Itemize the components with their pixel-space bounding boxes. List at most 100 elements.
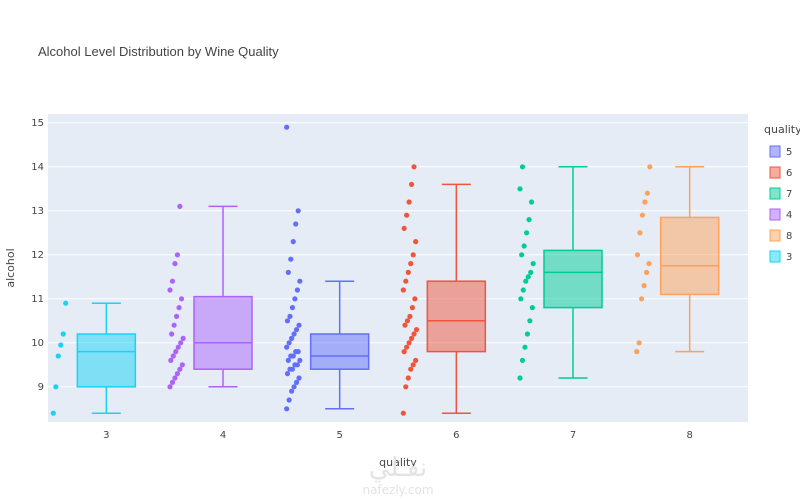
data-point-3-3	[58, 342, 64, 348]
data-point-4-20	[174, 252, 181, 258]
data-point-6-24	[404, 212, 410, 218]
data-point-4-15	[176, 305, 182, 311]
data-point-5-18	[286, 340, 292, 346]
data-point-5-25	[289, 305, 296, 311]
data-point-4-16	[178, 296, 185, 302]
legend-swatch-8	[769, 229, 781, 242]
data-point-3-4	[60, 331, 66, 337]
data-point-5-29	[285, 269, 291, 275]
y-tick-label-10: 10	[31, 338, 44, 349]
box-series	[50, 124, 720, 416]
data-point-6-16	[412, 296, 418, 302]
data-point-6-13	[404, 318, 411, 324]
data-point-5-14	[290, 353, 296, 359]
box-group-5	[284, 124, 370, 412]
data-point-6-23	[401, 225, 407, 231]
data-point-5-3	[291, 384, 297, 390]
legend-item-4[interactable]: 4	[769, 208, 792, 221]
data-point-5-30	[288, 256, 294, 262]
data-point-7-11	[530, 261, 536, 267]
box-6	[426, 280, 487, 353]
x-tick-label-8: 8	[686, 430, 692, 441]
data-point-7-1	[519, 357, 526, 363]
data-point-5-16	[295, 349, 301, 355]
data-point-6-22	[413, 239, 419, 245]
legend[interactable]: 5 6 7 4 8 3	[769, 145, 792, 263]
data-point-7-14	[523, 230, 530, 236]
box-5	[309, 333, 370, 370]
data-point-5-8	[289, 366, 296, 372]
data-point-6-9	[408, 335, 415, 341]
data-point-5-28	[297, 278, 303, 284]
data-point-5-21	[293, 327, 300, 333]
legend-item-3[interactable]: 3	[769, 250, 792, 263]
data-point-4-11	[180, 335, 186, 341]
data-point-5-32	[293, 221, 299, 227]
watermark-logo: نفـلي	[369, 453, 427, 483]
data-point-4-0	[167, 384, 173, 390]
data-point-7-6	[518, 296, 524, 302]
data-point-7-4	[527, 318, 533, 324]
data-point-7-13	[521, 243, 527, 249]
data-point-6-11	[413, 327, 420, 333]
data-point-6-8	[406, 340, 412, 346]
box-group-8	[634, 164, 720, 355]
legend-label-4: 4	[786, 210, 792, 221]
data-point-8-11	[647, 164, 653, 170]
legend-label-6: 6	[786, 168, 792, 179]
x-axis-ticks: 3 4 5 6 7 8	[103, 430, 693, 441]
data-point-5-1	[286, 397, 292, 403]
data-point-7-8	[523, 278, 529, 284]
data-point-6-25	[406, 199, 412, 205]
data-point-7-17	[517, 186, 523, 192]
data-point-4-19	[172, 261, 178, 267]
data-point-6-18	[403, 278, 409, 284]
data-point-5-31	[290, 239, 296, 245]
data-point-4-14	[173, 313, 180, 319]
y-tick-label-14: 14	[31, 162, 44, 173]
legend-item-7[interactable]: 7	[769, 187, 792, 200]
data-point-7-16	[528, 199, 535, 205]
data-point-8-6	[634, 252, 641, 258]
legend-label-3: 3	[786, 252, 792, 263]
x-tick-label-6: 6	[453, 430, 459, 441]
data-point-4-2	[172, 375, 178, 381]
legend-item-8[interactable]: 8	[769, 229, 792, 242]
data-point-5-23	[284, 318, 291, 324]
x-tick-label-3: 3	[103, 430, 109, 441]
data-point-8-0	[634, 349, 640, 355]
legend-item-5[interactable]: 5	[769, 145, 792, 158]
watermark-url: nafezly.com	[362, 483, 433, 497]
legend-label-7: 7	[786, 189, 792, 200]
data-point-5-17	[284, 344, 290, 350]
data-point-7-2	[522, 344, 528, 350]
data-point-7-15	[526, 217, 532, 223]
data-point-4-7	[170, 353, 176, 359]
data-point-6-21	[410, 252, 416, 258]
legend-item-6[interactable]: 6	[769, 166, 792, 179]
box-3	[76, 333, 137, 388]
legend-swatch-7	[769, 187, 781, 200]
data-point-7-12	[519, 252, 525, 258]
data-point-4-3	[174, 371, 181, 377]
data-point-8-4	[643, 269, 650, 275]
y-tick-label-9: 9	[38, 382, 44, 393]
data-point-4-13	[171, 322, 177, 328]
box-group-3	[50, 300, 137, 416]
data-point-5-20	[291, 331, 297, 337]
data-point-6-27	[411, 164, 417, 170]
data-point-5-6	[284, 371, 291, 377]
data-point-4-1	[169, 379, 176, 385]
y-tick-label-12: 12	[31, 250, 44, 261]
data-point-4-12	[169, 331, 175, 337]
data-point-7-18	[519, 164, 526, 170]
data-point-6-6	[401, 349, 407, 355]
box-4	[193, 295, 253, 370]
y-tick-label-15: 15	[31, 118, 44, 129]
data-point-5-27	[294, 287, 300, 293]
data-point-8-8	[639, 212, 646, 218]
data-point-6-3	[408, 366, 414, 372]
data-point-6-15	[409, 305, 415, 311]
legend-label-5: 5	[786, 147, 792, 158]
